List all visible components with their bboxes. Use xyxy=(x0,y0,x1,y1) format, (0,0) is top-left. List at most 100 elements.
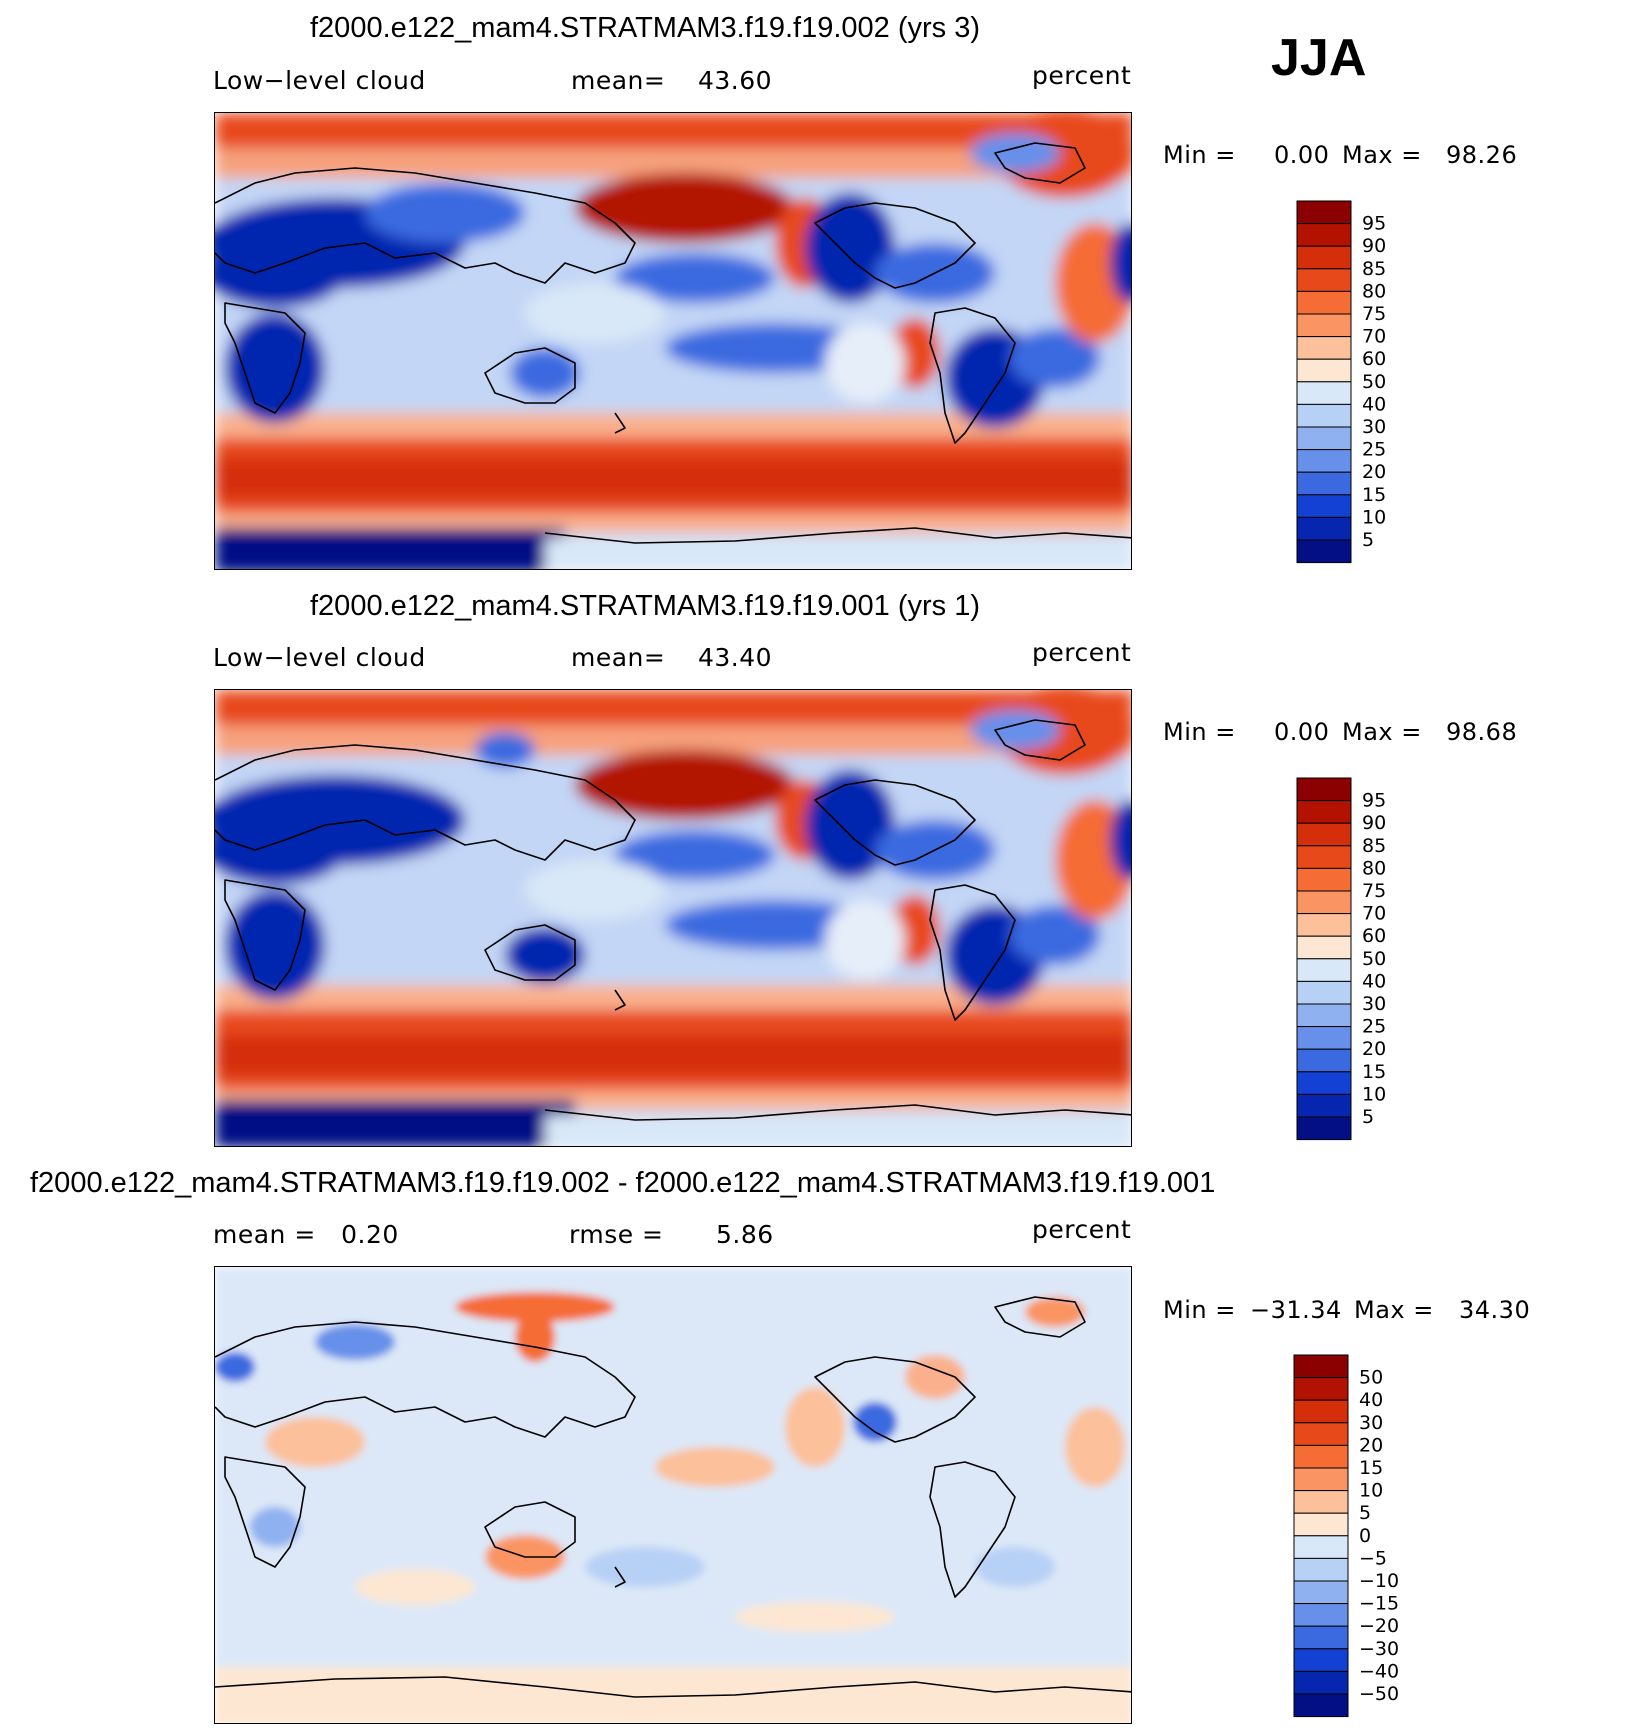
colorbar-swatch xyxy=(1296,845,1352,869)
colorbar-swatch xyxy=(1296,1093,1352,1118)
panel-title: f2000.e122_mam4.STRATMAM3.f19.f19.002 - … xyxy=(30,1167,1216,1199)
colorbar-tick-label: 15 xyxy=(1362,484,1386,506)
max-value: 98.26 xyxy=(1446,141,1518,169)
map-panel xyxy=(214,689,1132,1147)
units-label: percent xyxy=(1032,638,1132,667)
colorbar-swatch xyxy=(1296,1003,1352,1028)
colorbar-tick-label: 50 xyxy=(1362,371,1386,393)
colorbar-tick-label: 60 xyxy=(1362,348,1386,370)
colorbar-tick-label: −40 xyxy=(1359,1660,1399,1682)
colorbar-tick-label: 10 xyxy=(1362,506,1386,528)
colorbar-tick-label: 90 xyxy=(1362,235,1386,257)
colorbar-swatch xyxy=(1293,1557,1349,1582)
colorbar-swatch xyxy=(1293,1377,1349,1401)
colorbar-swatch xyxy=(1293,1399,1349,1424)
colorbar-swatch xyxy=(1296,471,1352,496)
colorbar-tick-label: 15 xyxy=(1362,1061,1386,1083)
rmse-label: rmse = xyxy=(569,1220,664,1249)
map-panel xyxy=(214,112,1132,570)
season-label: JJA xyxy=(1271,29,1367,87)
mean-label: mean = 0.20 xyxy=(213,1220,399,1249)
colorbar-swatch xyxy=(1293,1512,1349,1537)
colorbar-tick-label: 50 xyxy=(1359,1367,1383,1389)
colorbar-swatch xyxy=(1293,1467,1349,1492)
colorbar-swatch xyxy=(1296,268,1352,292)
colorbar-swatch xyxy=(1296,913,1352,937)
min-value: 0.00 xyxy=(1274,718,1330,746)
colorbar-tick-label: 40 xyxy=(1362,393,1386,415)
colorbar-swatch xyxy=(1296,200,1352,225)
colorbar-tick-label: −10 xyxy=(1359,1570,1399,1592)
panel-title: f2000.e122_mam4.STRATMAM3.f19.f19.001 (y… xyxy=(310,590,980,622)
panel-title: f2000.e122_mam4.STRATMAM3.f19.f19.002 (y… xyxy=(310,12,980,44)
colorbar-swatch xyxy=(1293,1670,1349,1695)
variable-label: Low−level cloud xyxy=(213,66,426,95)
colorbar-tick-label: 85 xyxy=(1362,258,1386,280)
units-label: percent xyxy=(1032,1215,1132,1244)
colorbar-swatch xyxy=(1293,1648,1349,1672)
colorbar-swatch xyxy=(1296,777,1352,802)
max-label: Max = xyxy=(1342,718,1422,746)
colorbar: 50 40 30 20 15 10 5 0 −5 −10 −15 −20 −30 −40 −50 xyxy=(1293,1354,1403,1718)
colorbar-swatch xyxy=(1296,336,1352,360)
difference-map xyxy=(215,1267,1131,1723)
min-value: −31.34 xyxy=(1250,1296,1342,1324)
colorbar-tick-label: 5 xyxy=(1359,1502,1371,1524)
colorbar-swatch xyxy=(1296,245,1352,270)
colorbar-tick-label: 80 xyxy=(1362,857,1386,879)
colorbar-tick-label: 80 xyxy=(1362,280,1386,302)
colorbar-tick-label: 95 xyxy=(1362,213,1386,235)
colorbar-swatch xyxy=(1296,980,1352,1005)
min-value: 0.00 xyxy=(1274,141,1330,169)
colorbar-swatch xyxy=(1296,867,1352,892)
colorbar-swatch xyxy=(1296,935,1352,960)
colorbar-tick-label: 25 xyxy=(1362,439,1386,461)
colorbar-tick-label: 30 xyxy=(1362,993,1386,1015)
colorbar-tick-label: 5 xyxy=(1362,529,1374,551)
colorbar-tick-label: 40 xyxy=(1362,970,1386,992)
colorbar: 95 90 85 80 75 70 60 50 40 30 25 20 15 10 5 xyxy=(1296,200,1406,564)
colorbar-swatch xyxy=(1293,1354,1349,1379)
colorbar-tick-label: 40 xyxy=(1359,1389,1383,1411)
colorbar-tick-label: 95 xyxy=(1362,790,1386,812)
colorbar-tick-label: −50 xyxy=(1359,1683,1399,1705)
colorbar-swatch xyxy=(1296,403,1352,428)
colorbar-tick-label: 70 xyxy=(1362,903,1386,925)
max-value: 34.30 xyxy=(1459,1296,1531,1324)
colorbar: 95 90 85 80 75 70 60 50 40 30 25 20 15 10 5 xyxy=(1296,777,1406,1141)
variable-label: Low−level cloud xyxy=(213,643,426,672)
rmse-value: 5.86 xyxy=(716,1220,774,1249)
colorbar-swatch xyxy=(1296,381,1352,405)
colorbar-swatch xyxy=(1296,426,1352,451)
colorbar-swatch xyxy=(1296,890,1352,915)
max-label: Max = xyxy=(1342,141,1422,169)
colorbar-tick-label: 0 xyxy=(1359,1525,1371,1547)
colorbar-tick-label: 20 xyxy=(1359,1434,1383,1456)
mean-label: mean= xyxy=(571,643,666,672)
colorbar-swatch xyxy=(1296,223,1352,247)
max-value: 98.68 xyxy=(1446,718,1518,746)
max-label: Max = xyxy=(1354,1296,1434,1324)
colorbar-swatch xyxy=(1296,539,1352,564)
colorbar-swatch xyxy=(1293,1444,1349,1469)
colorbar-tick-label: 30 xyxy=(1359,1412,1383,1434)
colorbar-swatch xyxy=(1296,516,1352,541)
colorbar-tick-label: 25 xyxy=(1362,1016,1386,1038)
colorbar-swatch xyxy=(1293,1580,1349,1605)
colorbar-tick-label: −20 xyxy=(1359,1615,1399,1637)
colorbar-swatch xyxy=(1293,1625,1349,1650)
colorbar-swatch xyxy=(1296,1116,1352,1141)
colorbar-swatch xyxy=(1293,1422,1349,1446)
colorbar-tick-label: 20 xyxy=(1362,461,1386,483)
units-label: percent xyxy=(1032,61,1132,90)
colorbar-swatch xyxy=(1296,1071,1352,1095)
colorbar-swatch xyxy=(1296,822,1352,847)
colorbar-swatch xyxy=(1296,1026,1352,1050)
colorbar-tick-label: 70 xyxy=(1362,326,1386,348)
field-map xyxy=(215,690,1131,1146)
min-label: Min = xyxy=(1163,1296,1236,1324)
colorbar-tick-label: 10 xyxy=(1359,1480,1383,1502)
colorbar-swatch xyxy=(1293,1490,1349,1514)
